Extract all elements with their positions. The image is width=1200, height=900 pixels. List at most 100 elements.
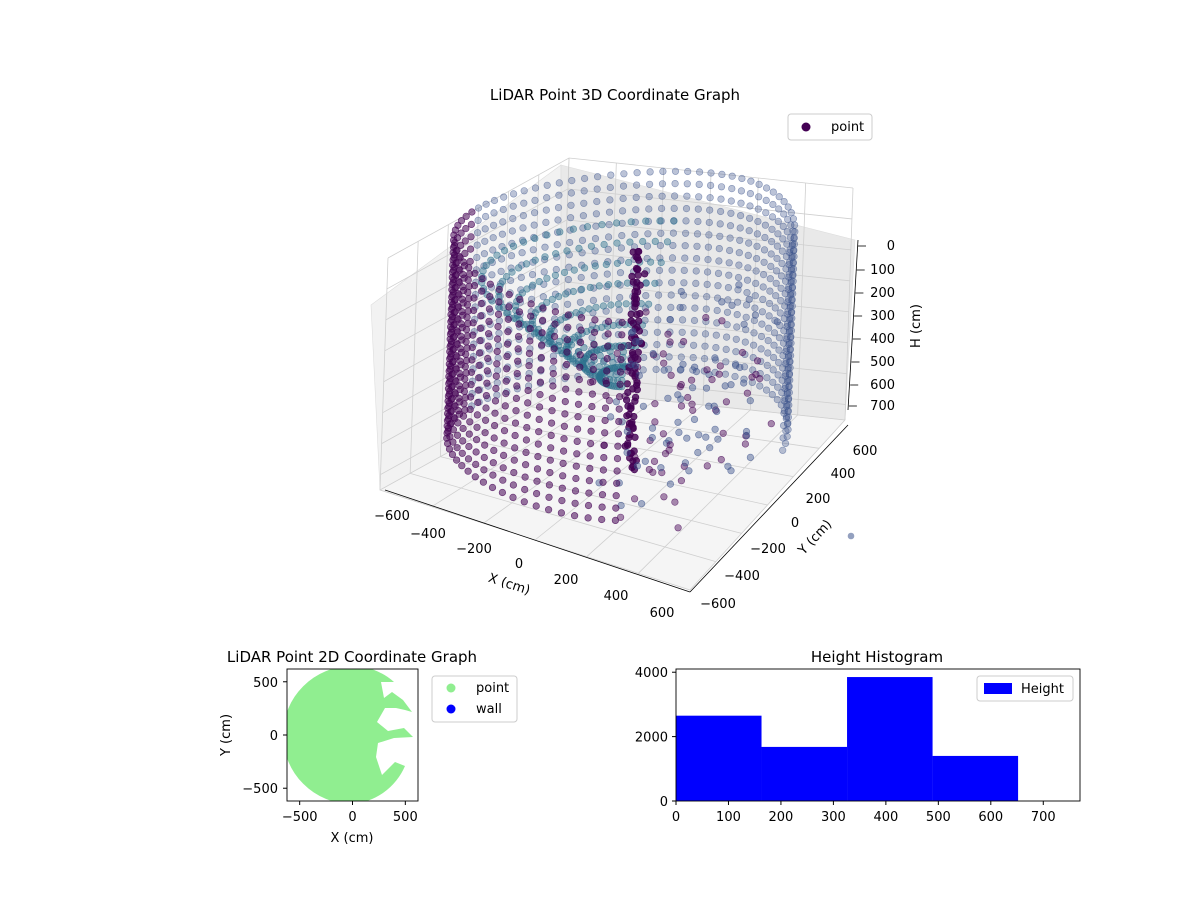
plot3d-point (721, 370, 730, 378)
plot3d-point (613, 479, 621, 487)
grid-height (386, 188, 852, 290)
plot3d-point (664, 330, 672, 338)
plot3d-point (665, 437, 673, 445)
plot3d-point (660, 493, 668, 501)
histogram-frame (675, 668, 1081, 802)
plot3d-point (735, 249, 743, 257)
plot3d-point (534, 452, 542, 461)
plot3d-point (787, 309, 796, 317)
plot3d-point (590, 328, 599, 336)
plot3d-point (788, 241, 796, 249)
plot3d-point (703, 462, 711, 470)
plot3d-point (547, 444, 555, 452)
plot3d-point (532, 502, 540, 510)
plot3d-point (593, 197, 601, 206)
plot3d-point (538, 329, 546, 337)
plot3d-point (472, 448, 480, 456)
plot3d-point (700, 355, 709, 363)
plot3d-point (649, 468, 657, 476)
plot3d-point (527, 312, 535, 320)
plot3d-point (480, 466, 488, 474)
plot3d-ytick-label: 600 (853, 444, 878, 459)
plot3d-point (546, 338, 554, 346)
plot3d-point (462, 326, 471, 334)
plot3d-xtick-label: 400 (604, 589, 629, 604)
plot3d-point (677, 477, 686, 485)
histogram-legend[interactable]: Height (976, 675, 1074, 702)
plot3d-point (776, 321, 784, 330)
plot3d-ytick-label: −400 (724, 569, 760, 584)
plot3d-point (599, 466, 608, 474)
plot3d-point (605, 221, 613, 229)
plot3d-point (643, 242, 652, 250)
plot3d-point (571, 487, 580, 495)
plot3d-point (790, 221, 799, 229)
plot3d-point (592, 303, 600, 311)
plot3d-point (512, 394, 521, 403)
plot3d-point (727, 381, 735, 389)
plot3d-point (504, 328, 512, 336)
plot3d-point (775, 193, 783, 201)
plot3d-point (656, 254, 664, 262)
plot3d-point (782, 347, 790, 356)
plot3d-point (523, 424, 531, 432)
plot3d-point (736, 224, 744, 232)
plot3d-point (787, 209, 795, 217)
plot3d-point (620, 170, 628, 178)
plot3d-point (522, 260, 531, 268)
plot3d-point (497, 267, 505, 276)
plot3d-point (549, 382, 557, 390)
plot3d-point (694, 205, 702, 213)
plot3d-point (562, 385, 570, 393)
plot3d-point (718, 317, 726, 325)
plot3d-point (553, 241, 561, 249)
plot3d-point (495, 298, 503, 306)
plot3d-point (509, 202, 517, 210)
plot3d-point (548, 394, 557, 402)
plot3d-point (455, 382, 463, 390)
plot3d-point (467, 245, 475, 253)
plot3d-point (666, 441, 674, 449)
histogram-bar (932, 755, 1019, 801)
plot3d-point (743, 389, 752, 397)
plot3d-point (774, 358, 783, 367)
plot3d-point (618, 207, 627, 215)
plot3d-point (706, 181, 715, 189)
plot3d-point (486, 293, 494, 301)
histogram-bars (676, 677, 1019, 801)
plot3d-point (769, 378, 777, 386)
plot3d-point (641, 270, 649, 278)
plot3d-point (783, 377, 792, 386)
plot3d-xtick-label: −200 (456, 542, 492, 557)
plot3d-point (769, 188, 777, 196)
plot3d-point (499, 464, 507, 472)
plot3d-legend[interactable]: point (787, 113, 873, 141)
plot3d-point (612, 492, 620, 500)
plot3d-point (726, 234, 734, 242)
plot3d-xtick-label: 0 (515, 557, 523, 572)
plot3d-point (758, 320, 766, 328)
plot3d-point (578, 261, 586, 269)
plot3d-point (785, 273, 793, 281)
plot3d-point (516, 295, 524, 304)
plot3d-point (586, 440, 595, 448)
plot3d-point (740, 375, 748, 383)
grid-back-x (844, 187, 854, 421)
plot3d-point (728, 172, 736, 180)
plot3d-point (598, 323, 606, 331)
plot3d-point (533, 477, 541, 485)
plot3d-point (490, 196, 499, 205)
plot2d-legend[interactable]: point wall (431, 675, 518, 723)
plot3d-point (743, 276, 752, 284)
plot3d-point (529, 281, 537, 289)
grid-back-x (655, 167, 665, 401)
plot3d-point (657, 204, 666, 213)
plot3d-point (607, 171, 615, 179)
plot3d-point (459, 270, 467, 279)
plot3d-point (786, 346, 794, 354)
plot3d-ytick-label: −600 (700, 597, 736, 612)
histogram-legend-label: Height (1021, 682, 1064, 697)
plot3d-point (786, 333, 795, 342)
plot3d-point (704, 256, 712, 264)
plot3d-point (587, 242, 596, 250)
